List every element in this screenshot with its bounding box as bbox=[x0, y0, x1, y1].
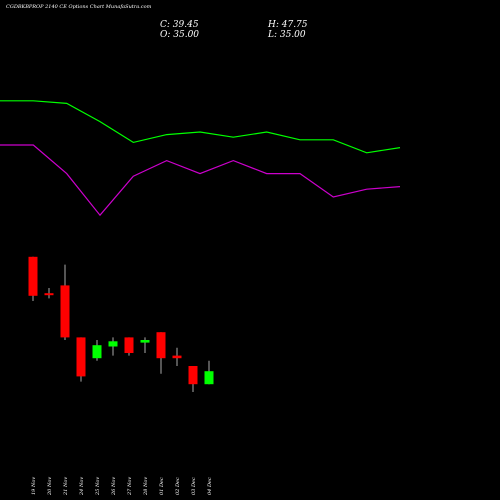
low-value: L: 35.00 bbox=[268, 30, 306, 40]
x-tick-label: 26 Nov bbox=[111, 477, 117, 496]
x-tick-label: 27 Nov bbox=[127, 477, 133, 496]
candle-body bbox=[76, 337, 86, 377]
x-tick-label: 02 Dec bbox=[175, 477, 181, 495]
x-tick-label: 28 Nov bbox=[143, 477, 149, 496]
x-tick-label: 19 Nov bbox=[31, 477, 37, 495]
high-value: H: 47.75 bbox=[268, 20, 308, 30]
close-value: C: 39.45 bbox=[160, 20, 199, 30]
candle-body bbox=[188, 366, 198, 385]
x-tick-label: 03 Dec bbox=[191, 477, 197, 495]
open-value: O: 35.00 bbox=[160, 30, 200, 40]
candle-body bbox=[28, 256, 38, 296]
upper-band-line bbox=[0, 100, 401, 154]
lower-band-line bbox=[0, 144, 401, 217]
x-tick-label: 20 Nov bbox=[47, 477, 53, 496]
candle-body bbox=[140, 340, 150, 343]
candle-body bbox=[172, 355, 182, 359]
candle-body bbox=[60, 285, 70, 338]
candle-body bbox=[124, 337, 134, 353]
chart-title: CGDBKBPROP 2140 CE Options Chart MunafaS… bbox=[6, 4, 152, 10]
candle-body bbox=[92, 345, 102, 359]
candle-body bbox=[156, 332, 166, 359]
candle-body bbox=[108, 341, 118, 347]
candle-body bbox=[44, 293, 54, 296]
x-tick-label: 04 Dec bbox=[207, 477, 213, 495]
candle-body bbox=[204, 371, 214, 385]
x-tick-label: 21 Nov bbox=[63, 477, 69, 496]
x-tick-label: 25 Nov bbox=[95, 477, 101, 496]
x-tick-label: 24 Nov bbox=[79, 477, 85, 496]
x-tick-label: 01 Dec bbox=[159, 477, 165, 495]
